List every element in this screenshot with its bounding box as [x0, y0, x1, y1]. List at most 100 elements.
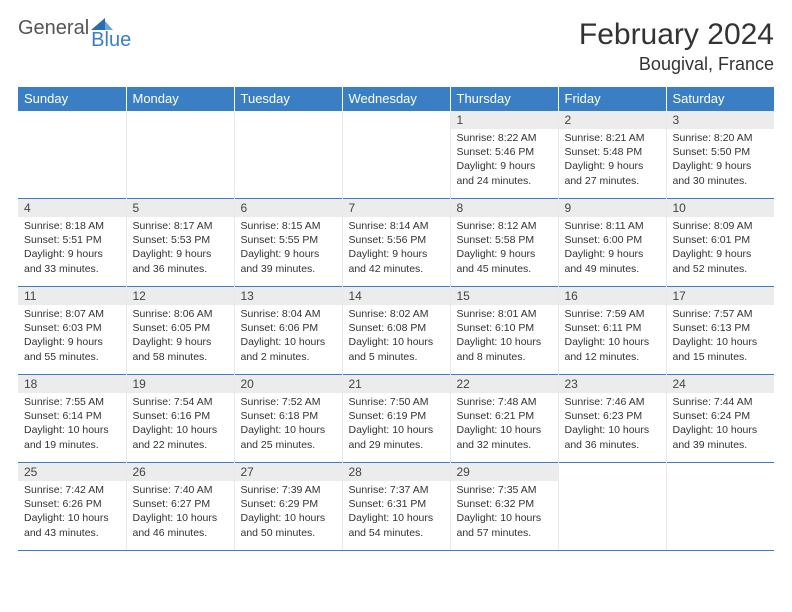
day-number: 17	[667, 287, 775, 305]
day-number: 4	[18, 199, 126, 217]
col-thursday: Thursday	[450, 87, 558, 111]
day-number: 27	[235, 463, 342, 481]
day-detail: Sunrise: 8:06 AMSunset: 6:05 PMDaylight:…	[127, 305, 234, 368]
col-tuesday: Tuesday	[234, 87, 342, 111]
day-number: 15	[451, 287, 558, 305]
day-number: 23	[559, 375, 666, 393]
calendar-cell: 10Sunrise: 8:09 AMSunset: 6:01 PMDayligh…	[666, 199, 774, 287]
calendar-row: 1Sunrise: 8:22 AMSunset: 5:46 PMDaylight…	[18, 111, 774, 199]
calendar-cell: 18Sunrise: 7:55 AMSunset: 6:14 PMDayligh…	[18, 375, 126, 463]
calendar-cell: 22Sunrise: 7:48 AMSunset: 6:21 PMDayligh…	[450, 375, 558, 463]
calendar-cell: 23Sunrise: 7:46 AMSunset: 6:23 PMDayligh…	[558, 375, 666, 463]
day-number: 6	[235, 199, 342, 217]
day-number: 3	[667, 111, 775, 129]
day-number: 14	[343, 287, 450, 305]
day-number: 1	[451, 111, 558, 129]
day-number: 24	[667, 375, 775, 393]
calendar-row: 11Sunrise: 8:07 AMSunset: 6:03 PMDayligh…	[18, 287, 774, 375]
calendar-row: 18Sunrise: 7:55 AMSunset: 6:14 PMDayligh…	[18, 375, 774, 463]
calendar-row: 4Sunrise: 8:18 AMSunset: 5:51 PMDaylight…	[18, 199, 774, 287]
day-detail: Sunrise: 8:02 AMSunset: 6:08 PMDaylight:…	[343, 305, 450, 368]
day-detail: Sunrise: 7:40 AMSunset: 6:27 PMDaylight:…	[127, 481, 234, 544]
title-block: February 2024 Bougival, France	[579, 18, 774, 75]
calendar-cell: 17Sunrise: 7:57 AMSunset: 6:13 PMDayligh…	[666, 287, 774, 375]
col-sunday: Sunday	[18, 87, 126, 111]
header-row: Sunday Monday Tuesday Wednesday Thursday…	[18, 87, 774, 111]
day-detail: Sunrise: 7:44 AMSunset: 6:24 PMDaylight:…	[667, 393, 775, 456]
calendar-cell: 7Sunrise: 8:14 AMSunset: 5:56 PMDaylight…	[342, 199, 450, 287]
day-detail: Sunrise: 8:21 AMSunset: 5:48 PMDaylight:…	[559, 129, 666, 192]
day-detail: Sunrise: 7:48 AMSunset: 6:21 PMDaylight:…	[451, 393, 558, 456]
day-number: 16	[559, 287, 666, 305]
day-detail: Sunrise: 7:57 AMSunset: 6:13 PMDaylight:…	[667, 305, 775, 368]
location-label: Bougival, France	[579, 54, 774, 75]
calendar-cell	[126, 111, 234, 199]
day-detail: Sunrise: 7:35 AMSunset: 6:32 PMDaylight:…	[451, 481, 558, 544]
day-detail: Sunrise: 8:04 AMSunset: 6:06 PMDaylight:…	[235, 305, 342, 368]
calendar-cell: 27Sunrise: 7:39 AMSunset: 6:29 PMDayligh…	[234, 463, 342, 551]
day-detail: Sunrise: 7:59 AMSunset: 6:11 PMDaylight:…	[559, 305, 666, 368]
day-detail: Sunrise: 7:42 AMSunset: 6:26 PMDaylight:…	[18, 481, 126, 544]
day-detail: Sunrise: 8:12 AMSunset: 5:58 PMDaylight:…	[451, 217, 558, 280]
day-number: 8	[451, 199, 558, 217]
calendar-cell: 9Sunrise: 8:11 AMSunset: 6:00 PMDaylight…	[558, 199, 666, 287]
calendar-cell: 20Sunrise: 7:52 AMSunset: 6:18 PMDayligh…	[234, 375, 342, 463]
day-number: 5	[127, 199, 234, 217]
day-number: 28	[343, 463, 450, 481]
calendar-cell	[234, 111, 342, 199]
day-detail: Sunrise: 8:17 AMSunset: 5:53 PMDaylight:…	[127, 217, 234, 280]
calendar-cell: 28Sunrise: 7:37 AMSunset: 6:31 PMDayligh…	[342, 463, 450, 551]
day-number: 19	[127, 375, 234, 393]
day-detail: Sunrise: 7:39 AMSunset: 6:29 PMDaylight:…	[235, 481, 342, 544]
calendar-cell	[342, 111, 450, 199]
day-detail: Sunrise: 7:52 AMSunset: 6:18 PMDaylight:…	[235, 393, 342, 456]
calendar-cell: 25Sunrise: 7:42 AMSunset: 6:26 PMDayligh…	[18, 463, 126, 551]
calendar-cell: 11Sunrise: 8:07 AMSunset: 6:03 PMDayligh…	[18, 287, 126, 375]
day-number: 25	[18, 463, 126, 481]
day-detail: Sunrise: 8:11 AMSunset: 6:00 PMDaylight:…	[559, 217, 666, 280]
calendar-cell: 8Sunrise: 8:12 AMSunset: 5:58 PMDaylight…	[450, 199, 558, 287]
day-detail: Sunrise: 8:07 AMSunset: 6:03 PMDaylight:…	[18, 305, 126, 368]
calendar-row: 25Sunrise: 7:42 AMSunset: 6:26 PMDayligh…	[18, 463, 774, 551]
day-detail: Sunrise: 8:22 AMSunset: 5:46 PMDaylight:…	[451, 129, 558, 192]
page-header: General Blue February 2024 Bougival, Fra…	[18, 18, 774, 75]
brand-text-general: General	[18, 18, 89, 38]
day-number: 11	[18, 287, 126, 305]
calendar-cell: 6Sunrise: 8:15 AMSunset: 5:55 PMDaylight…	[234, 199, 342, 287]
col-saturday: Saturday	[666, 87, 774, 111]
brand-text-blue: Blue	[91, 30, 131, 50]
brand-logo: General Blue	[18, 18, 131, 50]
calendar-cell: 15Sunrise: 8:01 AMSunset: 6:10 PMDayligh…	[450, 287, 558, 375]
calendar-cell: 26Sunrise: 7:40 AMSunset: 6:27 PMDayligh…	[126, 463, 234, 551]
day-detail: Sunrise: 8:18 AMSunset: 5:51 PMDaylight:…	[18, 217, 126, 280]
calendar-cell: 16Sunrise: 7:59 AMSunset: 6:11 PMDayligh…	[558, 287, 666, 375]
col-wednesday: Wednesday	[342, 87, 450, 111]
day-number: 18	[18, 375, 126, 393]
day-detail: Sunrise: 8:01 AMSunset: 6:10 PMDaylight:…	[451, 305, 558, 368]
day-detail: Sunrise: 7:55 AMSunset: 6:14 PMDaylight:…	[18, 393, 126, 456]
calendar-cell	[558, 463, 666, 551]
calendar-cell	[666, 463, 774, 551]
calendar-cell: 19Sunrise: 7:54 AMSunset: 6:16 PMDayligh…	[126, 375, 234, 463]
day-number: 12	[127, 287, 234, 305]
day-number: 29	[451, 463, 558, 481]
day-detail: Sunrise: 8:09 AMSunset: 6:01 PMDaylight:…	[667, 217, 775, 280]
calendar-cell: 4Sunrise: 8:18 AMSunset: 5:51 PMDaylight…	[18, 199, 126, 287]
calendar-body: 1Sunrise: 8:22 AMSunset: 5:46 PMDaylight…	[18, 111, 774, 551]
day-number: 20	[235, 375, 342, 393]
day-detail: Sunrise: 8:15 AMSunset: 5:55 PMDaylight:…	[235, 217, 342, 280]
day-number: 7	[343, 199, 450, 217]
col-monday: Monday	[126, 87, 234, 111]
calendar-cell: 29Sunrise: 7:35 AMSunset: 6:32 PMDayligh…	[450, 463, 558, 551]
day-number: 21	[343, 375, 450, 393]
day-number: 2	[559, 111, 666, 129]
day-number: 10	[667, 199, 775, 217]
day-detail: Sunrise: 8:14 AMSunset: 5:56 PMDaylight:…	[343, 217, 450, 280]
day-detail: Sunrise: 7:54 AMSunset: 6:16 PMDaylight:…	[127, 393, 234, 456]
calendar-cell: 1Sunrise: 8:22 AMSunset: 5:46 PMDaylight…	[450, 111, 558, 199]
calendar-table: Sunday Monday Tuesday Wednesday Thursday…	[18, 87, 774, 551]
calendar-cell: 13Sunrise: 8:04 AMSunset: 6:06 PMDayligh…	[234, 287, 342, 375]
calendar-cell: 21Sunrise: 7:50 AMSunset: 6:19 PMDayligh…	[342, 375, 450, 463]
month-title: February 2024	[579, 18, 774, 52]
day-number: 22	[451, 375, 558, 393]
